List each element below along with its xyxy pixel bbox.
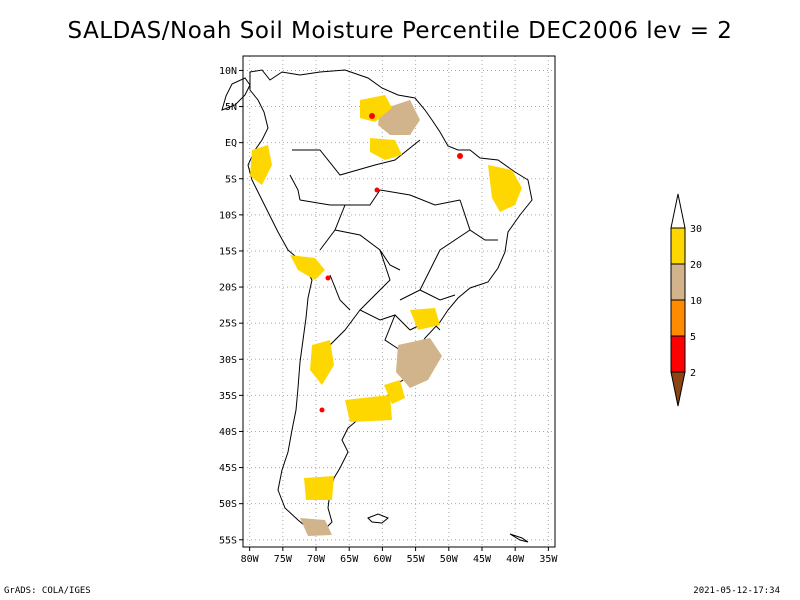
legend-level-label: 20 bbox=[690, 260, 702, 271]
legend-swatch bbox=[670, 263, 686, 301]
shade-red-dot-amazon bbox=[374, 187, 380, 193]
shade-red-dot-coast bbox=[457, 153, 463, 159]
shade-patagonia bbox=[304, 476, 334, 500]
legend-swatch bbox=[670, 335, 686, 373]
lon-tick-label: 55W bbox=[407, 554, 426, 565]
lat-tick-label: EQ bbox=[225, 138, 237, 149]
lon-tick-label: 40W bbox=[506, 554, 525, 565]
colorbar-legend: 30 20 10 5 2 bbox=[670, 193, 702, 407]
legend-swatch bbox=[670, 227, 686, 265]
shade-guiana-yellow bbox=[360, 95, 392, 122]
lat-tick-label: 5N bbox=[225, 102, 237, 113]
shade-peru-coast bbox=[290, 255, 325, 280]
lon-tick-label: 80W bbox=[241, 554, 260, 565]
lat-tick-label: 20S bbox=[219, 283, 237, 294]
lat-tick-label: 5S bbox=[225, 174, 237, 185]
map-frame bbox=[242, 55, 556, 548]
shade-argentina-north bbox=[310, 340, 334, 385]
legend-level-label: 5 bbox=[690, 332, 696, 343]
lat-tick-label: 45S bbox=[219, 463, 237, 474]
lat-tick-label: 50S bbox=[219, 499, 237, 510]
shade-uruguay bbox=[384, 380, 405, 404]
shade-amazon-yellow bbox=[370, 138, 402, 160]
lon-tick-label: 60W bbox=[373, 554, 392, 565]
shade-red-dot-andes bbox=[325, 275, 331, 281]
longitude-tick-labels: 80W 75W 70W 65W 60W 55W 50W 45W 40W 35W bbox=[241, 547, 558, 565]
footer-source: GrADS: COLA/IGES bbox=[4, 586, 91, 596]
shade-rio-grande-sul bbox=[396, 338, 442, 388]
latitude-tick-labels: 10N 5N EQ 5S 10S 15S 20S 25S 30S 35S 40S 45S 50S 55S bbox=[219, 66, 243, 546]
border-lines bbox=[289, 139, 498, 361]
lat-tick-label: 25S bbox=[219, 319, 237, 330]
percentile-shading bbox=[250, 95, 522, 536]
shade-red-dot-south bbox=[319, 407, 325, 413]
legend-swatch-above-30 bbox=[670, 193, 686, 229]
shade-tierra-del-fuego bbox=[300, 518, 332, 536]
lon-tick-label: 75W bbox=[274, 554, 293, 565]
lon-tick-label: 50W bbox=[440, 554, 459, 565]
lon-tick-label: 70W bbox=[307, 554, 326, 565]
chart-title: SALDAS/Noah Soil Moisture Percentile DEC… bbox=[67, 18, 733, 44]
central-america-outline bbox=[221, 77, 251, 111]
legend-swatch bbox=[670, 299, 686, 337]
south-america-outline bbox=[247, 69, 533, 533]
lon-tick-label: 65W bbox=[340, 554, 359, 565]
south-georgia bbox=[509, 533, 529, 543]
shade-red-dot-guiana bbox=[369, 113, 375, 119]
lat-tick-label: 55S bbox=[219, 535, 237, 546]
lat-tick-label: 30S bbox=[219, 355, 237, 366]
footer-timestamp: 2021-05-12-17:34 bbox=[693, 586, 780, 596]
lat-tick-label: 10S bbox=[219, 210, 237, 221]
falkland-islands bbox=[367, 513, 389, 524]
legend-level-label: 2 bbox=[690, 368, 696, 379]
shade-ecuador bbox=[250, 145, 272, 185]
legend-level-label: 10 bbox=[690, 296, 702, 307]
shade-mato-grosso-yellow bbox=[410, 308, 440, 330]
lat-tick-label: 35S bbox=[219, 391, 237, 402]
lat-tick-label: 10N bbox=[219, 66, 237, 77]
lat-tick-label: 15S bbox=[219, 246, 237, 257]
lon-tick-label: 35W bbox=[539, 554, 558, 565]
shade-nordeste bbox=[488, 165, 522, 212]
legend-swatch-below-2 bbox=[670, 371, 686, 407]
shade-argentina-pampas bbox=[345, 395, 392, 422]
lon-tick-label: 45W bbox=[473, 554, 492, 565]
lat-tick-label: 40S bbox=[219, 427, 237, 438]
legend-level-label: 30 bbox=[690, 224, 702, 235]
